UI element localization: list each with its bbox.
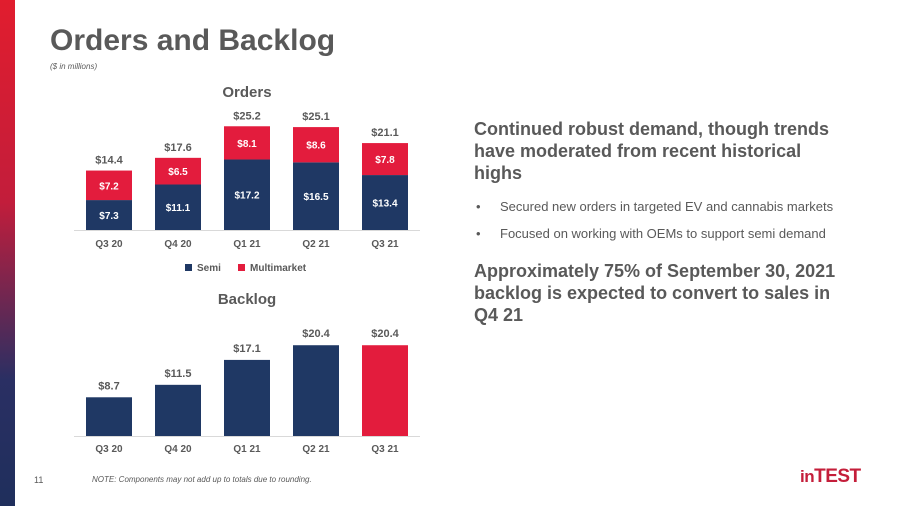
orders-category-label: Q3 21 <box>371 239 399 250</box>
orders-multimarket-bar <box>86 170 132 201</box>
legend-multimarket-swatch <box>238 264 245 271</box>
orders-multimarket-bar <box>362 143 408 176</box>
backlog-value-label: $20.4 <box>302 328 330 340</box>
legend-semi-swatch <box>185 264 192 271</box>
backlog-value-label: $20.4 <box>371 328 399 340</box>
orders-category-label: Q1 21 <box>233 239 261 250</box>
orders-chart-title: Orders <box>222 84 271 101</box>
orders-semi-label: $17.2 <box>234 191 259 202</box>
orders-semi-bar <box>86 200 132 230</box>
orders-total-label: $25.2 <box>233 110 261 122</box>
orders-semi-label: $13.4 <box>372 199 397 210</box>
footnote: NOTE: Components may not add up to total… <box>92 475 312 484</box>
backlog-bar <box>155 384 201 436</box>
orders-category-label: Q2 21 <box>302 239 330 250</box>
commentary-headline: Continued robust demand, though trends h… <box>474 119 829 183</box>
orders-semi-label: $7.3 <box>99 211 119 222</box>
orders-semi-label: $16.5 <box>303 192 328 203</box>
side-accent-bar <box>0 0 15 506</box>
orders-semi-label: $11.1 <box>166 203 191 214</box>
commentary-bullets: • Secured new orders in targeted EV and c… <box>474 198 854 242</box>
backlog-headline: Approximately 75% of September 30, 2021 … <box>474 261 836 325</box>
orders-total-label: $17.6 <box>164 142 192 154</box>
orders-semi-bar <box>155 184 201 230</box>
orders-multimarket-label: $8.6 <box>306 141 326 152</box>
bullet-dot-icon: • <box>476 199 481 214</box>
backlog-bar <box>362 345 408 436</box>
orders-total-label: $25.1 <box>302 111 330 123</box>
backlog-category-label: Q4 20 <box>164 444 192 455</box>
commentary-bullet: • Secured new orders in targeted EV and c… <box>474 198 854 215</box>
backlog-category-label: Q1 21 <box>233 444 261 455</box>
commentary-bullet: • Focused on working with OEMs to support… <box>474 225 854 242</box>
bullet-dot-icon: • <box>476 226 481 241</box>
page-number: 11 <box>34 475 44 485</box>
legend-multimarket-label: Multimarket <box>250 263 307 274</box>
orders-multimarket-bar <box>293 127 339 163</box>
orders-multimarket-label: $6.5 <box>168 167 188 178</box>
backlog-bar <box>224 359 270 436</box>
orders-multimarket-label: $7.8 <box>375 155 395 166</box>
commentary-panel: Continued robust demand, though trends h… <box>474 118 854 326</box>
bullet-text: Secured new orders in targeted EV and ca… <box>500 199 834 214</box>
orders-total-label: $14.4 <box>95 155 123 167</box>
company-logo: inTEST <box>800 466 861 487</box>
legend-semi-label: Semi <box>197 263 221 274</box>
orders-semi-bar <box>362 175 408 230</box>
backlog-value-label: $11.5 <box>165 368 192 380</box>
backlog-bar <box>86 397 132 436</box>
orders-category-label: Q3 20 <box>95 239 123 250</box>
backlog-category-label: Q3 20 <box>95 444 123 455</box>
backlog-bar <box>293 345 339 436</box>
orders-semi-bar <box>224 159 270 230</box>
orders-multimarket-label: $7.2 <box>99 181 119 192</box>
orders-semi-bar <box>293 162 339 230</box>
backlog-category-label: Q2 21 <box>302 444 330 455</box>
orders-multimarket-bar <box>155 157 201 185</box>
orders-multimarket-label: $8.1 <box>237 139 257 150</box>
backlog-value-label: $17.1 <box>233 343 261 355</box>
orders-category-label: Q4 20 <box>164 239 192 250</box>
units-subtitle: ($ in millions) <box>50 62 98 71</box>
page-title: Orders and Backlog <box>50 24 336 57</box>
backlog-value-label: $8.7 <box>98 380 119 392</box>
bullet-text: Focused on working with OEMs to support … <box>500 226 826 241</box>
orders-multimarket-bar <box>224 126 270 160</box>
orders-total-label: $21.1 <box>371 127 399 139</box>
backlog-category-label: Q3 21 <box>371 444 399 455</box>
backlog-chart-title: Backlog <box>218 291 276 308</box>
